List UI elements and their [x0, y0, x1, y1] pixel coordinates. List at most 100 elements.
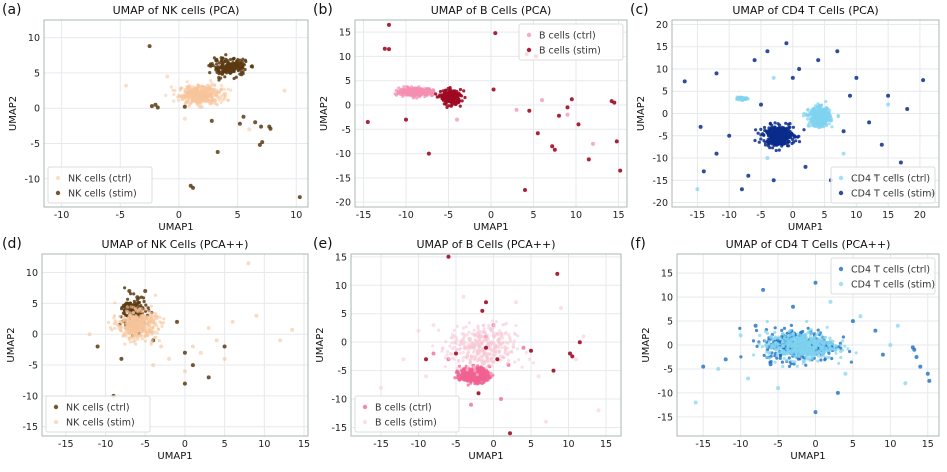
scatter-point — [801, 335, 805, 339]
scatter-point — [769, 128, 774, 132]
scatter-point — [415, 96, 419, 100]
scatter-point — [455, 338, 459, 342]
scatter-point — [888, 343, 893, 347]
scatter-point — [817, 354, 821, 358]
scatter-point — [780, 332, 785, 336]
scatter-point — [778, 336, 783, 340]
panel-2: (b) UMAP of B Cells (PCA) -15 -10 -5 0 5 10 15 -2… — [313, 2, 628, 233]
scatter-point — [817, 110, 821, 114]
scatter-point — [509, 349, 514, 353]
legend-marker — [838, 190, 844, 196]
scatter-point — [182, 350, 187, 355]
y-tick-label: 0 — [667, 341, 673, 352]
scatter-point — [800, 342, 804, 346]
scatter-point — [827, 355, 832, 359]
scatter-point — [778, 353, 783, 357]
scatter-point — [771, 75, 776, 80]
scatter-point — [879, 142, 884, 147]
scatter-point — [788, 131, 792, 135]
scatter-point — [246, 261, 251, 266]
scatter-point — [424, 374, 428, 379]
scatter-point — [773, 121, 777, 125]
scatter-point — [191, 87, 195, 91]
scatter-point — [828, 299, 833, 304]
scatter-point — [232, 63, 237, 67]
scatter-point — [143, 307, 147, 311]
legend-marker — [362, 419, 368, 425]
scatter-point — [777, 148, 781, 152]
scatter-point — [521, 345, 526, 350]
scatter-point — [192, 93, 196, 97]
legend-marker — [362, 404, 368, 410]
y-tick-label: 0 — [345, 101, 351, 112]
scatter-point — [253, 120, 258, 125]
scatter-point — [759, 133, 763, 137]
scatter-point — [825, 325, 829, 329]
legend-box — [47, 166, 153, 204]
scatter-point — [150, 330, 154, 334]
scatter-point — [443, 88, 448, 92]
y-axis-label: UMAP2 — [8, 96, 19, 131]
scatter-point — [479, 378, 483, 382]
scatter-point — [455, 89, 459, 93]
scatter-point — [820, 124, 825, 128]
scatter-point — [793, 360, 797, 364]
scatter-point — [501, 355, 505, 359]
scatter-point — [438, 89, 443, 94]
scatter-point — [227, 98, 231, 102]
panel-letter: (e) — [313, 236, 333, 252]
scatter-point — [782, 336, 787, 340]
scatter-point — [786, 351, 790, 355]
scatter-point — [241, 114, 246, 119]
x-tick-label: -10 — [54, 210, 70, 221]
scatter-point — [219, 59, 223, 63]
scatter-point — [446, 99, 450, 103]
scatter-point — [828, 112, 832, 116]
scatter-point — [198, 350, 203, 355]
scatter-point — [880, 352, 885, 357]
scatter-point — [816, 119, 821, 123]
scatter-point — [806, 343, 810, 347]
scatter-point — [460, 339, 464, 343]
scatter-point — [133, 326, 137, 330]
scatter-point — [682, 79, 687, 84]
y-tick-label: 10 — [656, 64, 668, 75]
scatter-point — [714, 71, 719, 76]
scatter-point — [491, 341, 495, 345]
scatter-point — [481, 374, 485, 378]
scatter-point — [467, 337, 471, 341]
y-tick-label: 20 — [656, 20, 668, 31]
scatter-point — [491, 353, 495, 357]
scatter-point — [119, 329, 123, 333]
scatter-point — [508, 339, 512, 343]
scatter-point — [808, 358, 812, 362]
scatter-point — [143, 289, 148, 293]
legend-label: B cells (ctrl) — [375, 403, 432, 414]
scatter-point — [450, 94, 454, 98]
scatter-point — [782, 326, 787, 330]
scatter-point — [222, 356, 227, 361]
scatter-point — [492, 333, 496, 337]
x-tick-label: -15 — [690, 210, 706, 221]
scatter-point — [229, 88, 233, 92]
scatter-point — [458, 87, 463, 92]
scatter-point — [797, 67, 802, 71]
scatter-point — [186, 90, 190, 94]
scatter-point — [695, 187, 700, 192]
scatter-point — [141, 314, 145, 318]
scatter-point — [456, 376, 460, 380]
scatter-point — [431, 344, 435, 348]
scatter-point — [457, 378, 461, 382]
scatter-point — [500, 346, 504, 350]
scatter-point — [499, 331, 503, 335]
scatter-point — [241, 64, 245, 68]
scatter-point — [194, 89, 198, 93]
scatter-point — [770, 335, 774, 339]
scatter-point — [466, 383, 470, 387]
scatter-point — [925, 371, 930, 376]
y-tick-label: 5 — [345, 76, 351, 87]
scatter-point — [452, 334, 457, 338]
scatter-point — [134, 306, 138, 310]
scatter-point — [455, 366, 460, 370]
legend-label: CD4 T cells (ctrl) — [851, 265, 930, 276]
